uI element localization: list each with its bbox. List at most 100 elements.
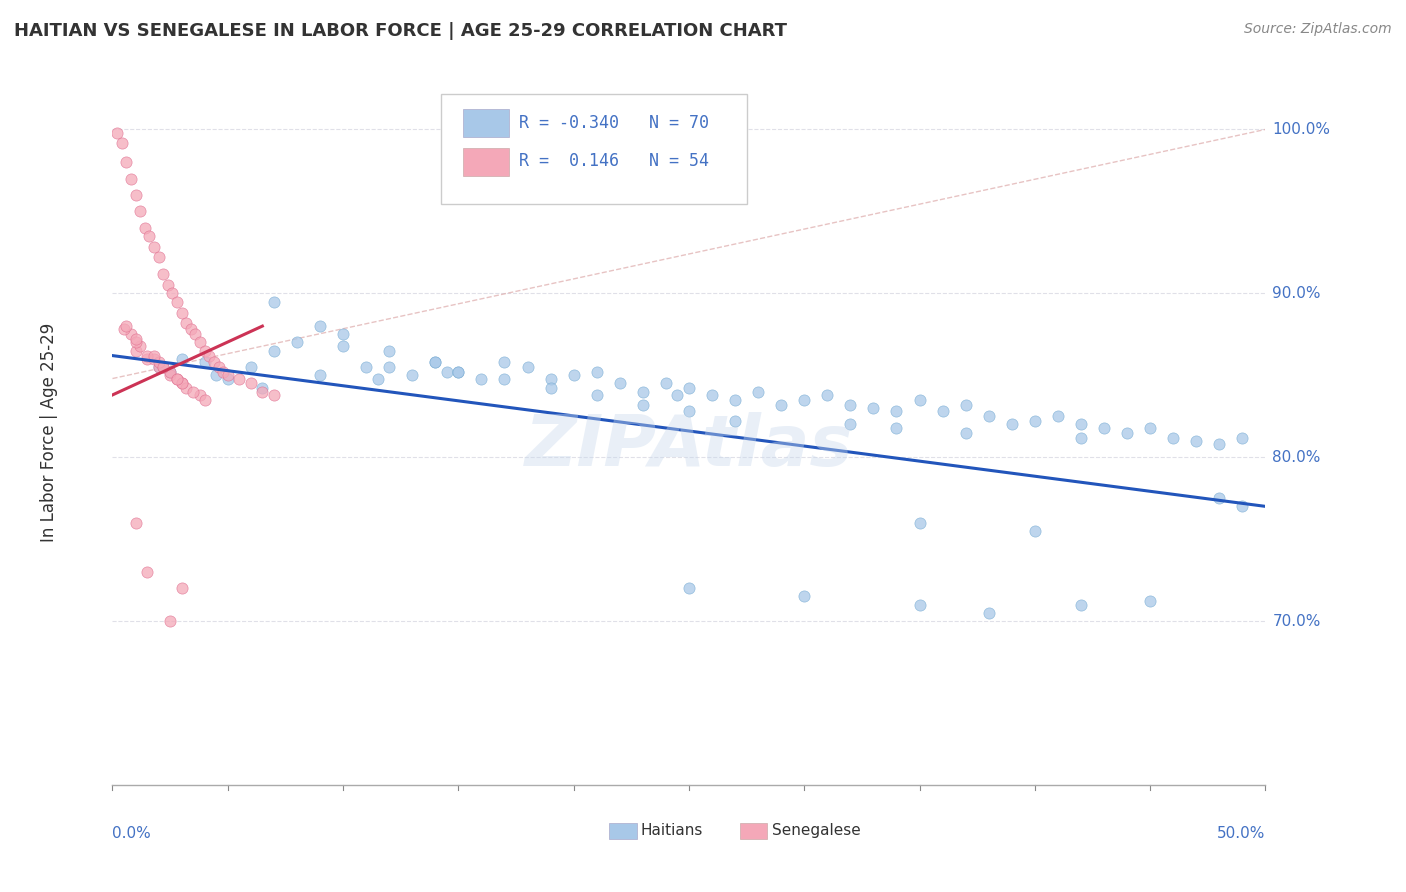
Text: 50.0%: 50.0% [1218,826,1265,841]
Point [194,355,217,369]
Point [105,126,128,140]
Point [977,606,1000,620]
Point [815,388,838,402]
Point [955,425,977,440]
Point [143,349,166,363]
Point [170,351,193,366]
Point [1070,417,1092,432]
FancyBboxPatch shape [740,823,768,838]
Point [1001,417,1024,432]
Point [148,360,170,375]
Point [285,335,308,350]
Point [908,392,931,407]
Point [666,388,689,402]
Point [124,188,146,202]
Point [124,332,146,346]
Point [862,401,884,415]
Point [263,343,285,358]
Point [609,376,631,391]
Point [1185,434,1208,448]
Point [194,392,217,407]
Point [908,516,931,530]
Point [309,319,332,334]
Text: 0.0%: 0.0% [112,826,152,841]
Point [194,343,217,358]
Point [228,371,250,385]
Point [1070,431,1092,445]
Point [174,316,197,330]
Point [1116,425,1139,440]
Point [724,414,747,428]
FancyBboxPatch shape [609,823,637,838]
Point [332,327,354,342]
Point [184,327,207,342]
Point [425,355,447,369]
Point [931,404,953,418]
Point [516,360,538,375]
Point [166,371,188,385]
Point [839,417,862,432]
Point [886,404,908,418]
Point [378,343,401,358]
Point [1232,431,1254,445]
Point [793,590,815,604]
Point [378,360,401,375]
Point [159,365,181,379]
Point [129,339,152,353]
Point [174,381,197,395]
Point [202,355,225,369]
Point [1161,431,1184,445]
Point [1139,420,1161,434]
Point [188,388,211,402]
Point [124,516,146,530]
Point [1208,491,1230,505]
Point [115,319,138,334]
Point [447,365,470,379]
Point [136,565,159,579]
Text: 80.0%: 80.0% [1272,450,1320,465]
Point [494,355,516,369]
Point [1092,420,1115,434]
Text: 90.0%: 90.0% [1272,285,1320,301]
Point [143,351,166,366]
Point [631,384,654,399]
Point [239,360,262,375]
Point [170,376,193,391]
Text: Senegalese: Senegalese [772,823,860,838]
Text: 100.0%: 100.0% [1272,122,1330,137]
Point [886,420,908,434]
Point [540,371,562,385]
Point [770,398,793,412]
Point [1070,598,1092,612]
Point [1046,409,1069,424]
Point [678,381,700,395]
Text: R = -0.340: R = -0.340 [519,113,620,131]
Point [839,398,862,412]
Point [212,365,235,379]
Point [447,365,470,379]
Text: R =  0.146: R = 0.146 [519,153,620,170]
Point [134,220,156,235]
Point [252,384,274,399]
Point [181,384,204,399]
Point [124,343,146,358]
Point [170,582,193,596]
Point [747,384,769,399]
Text: Haitians: Haitians [641,823,703,838]
Point [239,376,262,391]
Point [1024,524,1046,538]
Point [159,365,181,379]
Text: N = 54: N = 54 [648,153,709,170]
Point [908,598,931,612]
Point [540,381,562,395]
Point [678,582,700,596]
Point [156,278,179,293]
Point [354,360,377,375]
Point [401,368,423,383]
Point [152,360,174,375]
Point [1024,414,1046,428]
Point [198,349,221,363]
Point [562,368,585,383]
Text: N = 70: N = 70 [648,113,709,131]
Point [585,388,607,402]
